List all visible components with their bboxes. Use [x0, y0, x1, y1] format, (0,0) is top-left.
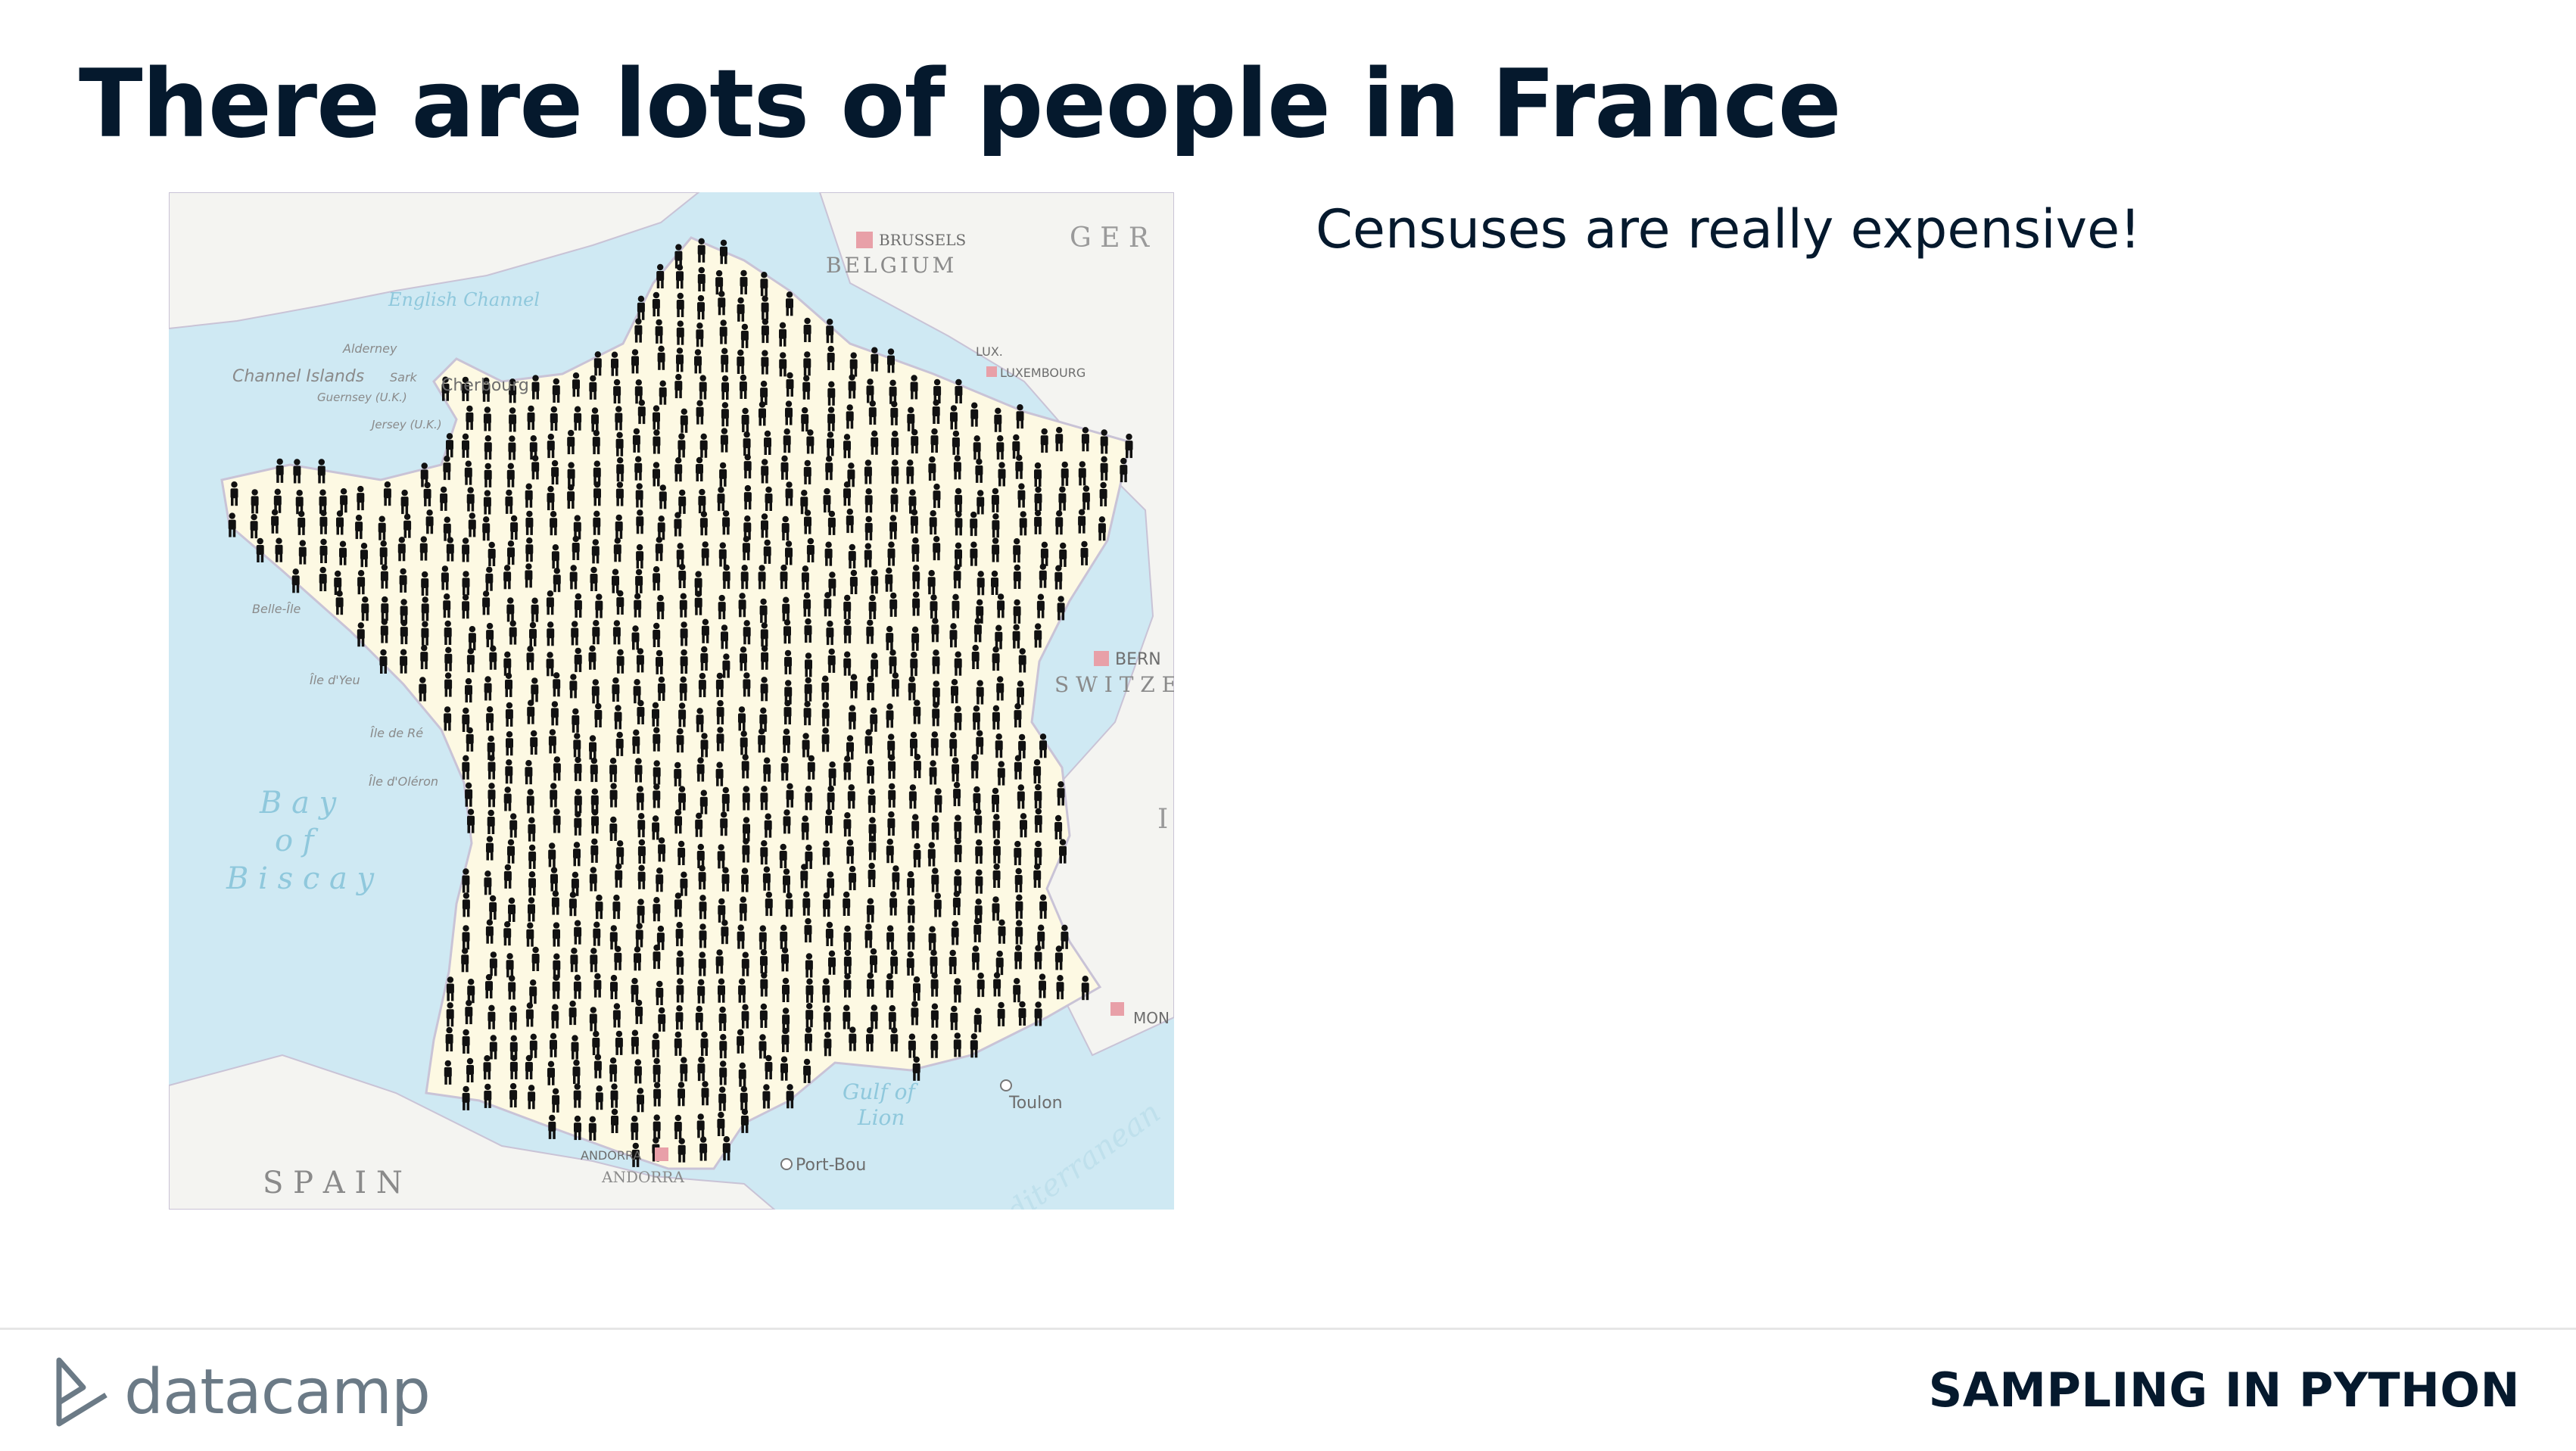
sark-label: Sark	[390, 370, 418, 385]
italy-label: I	[1157, 804, 1168, 835]
france-population-map: BRUSSELS BELGIUM G E R English Channel A…	[169, 192, 1174, 1210]
brussels-marker	[856, 232, 873, 248]
neighbor-countries	[818, 192, 1174, 1057]
andorra-marker	[655, 1147, 668, 1161]
ile-de-re-label: Île de Ré	[370, 726, 423, 740]
lion-label: Lion	[857, 1105, 905, 1130]
channel-islands-label: Channel Islands	[232, 367, 364, 386]
jersey-label: Jersey (U.K.)	[369, 418, 442, 431]
lux-label: LUX.	[976, 344, 1003, 359]
andorra-city-label: ANDORRA	[581, 1148, 641, 1163]
of-label: o f	[275, 824, 319, 858]
biscay-label: B i s c a y	[226, 861, 375, 896]
monaco-label: MON	[1133, 1009, 1170, 1027]
port-bou-label: Port-Bou	[796, 1156, 866, 1175]
footer-divider	[0, 1328, 2576, 1330]
bullet-text: Censuses are really expensive!	[1316, 198, 2141, 260]
spain-land	[169, 1054, 776, 1210]
alderney-label: Alderney	[342, 341, 397, 356]
datacamp-logo-text: datacamp	[124, 1356, 431, 1428]
andorra-label: ANDORRA	[601, 1168, 684, 1186]
gulf-label: Gulf of	[843, 1079, 918, 1104]
bay-label: B a y	[259, 786, 338, 820]
course-title: SAMPLING IN PYTHON	[1928, 1362, 2520, 1418]
bern-marker	[1094, 651, 1109, 666]
germany-label: G E R	[1070, 223, 1150, 254]
monaco-marker	[1110, 1002, 1124, 1016]
belle-ile-label: Belle-Île	[252, 602, 301, 616]
luxembourg-marker	[986, 366, 997, 377]
datacamp-logo[interactable]: datacamp	[53, 1350, 431, 1434]
cherbourg-label: Cherbourg	[441, 376, 529, 395]
port-bou-marker	[780, 1158, 793, 1170]
bern-label: BERN	[1115, 650, 1161, 669]
slide-title: There are lots of people in France	[79, 50, 1842, 159]
datacamp-logo-icon	[56, 1357, 107, 1427]
map-svg: BRUSSELS BELGIUM G E R English Channel A…	[169, 192, 1174, 1210]
luxembourg-label: LUXEMBOURG	[1000, 366, 1086, 380]
brussels-label: BRUSSELS	[879, 231, 966, 249]
toulon-label: Toulon	[1008, 1094, 1063, 1113]
england-land	[169, 192, 700, 330]
ile-doleron-label: Île d'Oléron	[369, 774, 438, 789]
belgium-label: BELGIUM	[826, 253, 957, 278]
toulon-marker	[1000, 1079, 1012, 1091]
switzerland-label: S W I T Z E	[1054, 672, 1174, 697]
ile-dyeu-label: Île d'Yeu	[310, 673, 360, 687]
guernsey-label: Guernsey (U.K.)	[317, 391, 407, 404]
spain-label: S P A I N	[263, 1166, 403, 1200]
english-channel-label: English Channel	[388, 289, 540, 310]
